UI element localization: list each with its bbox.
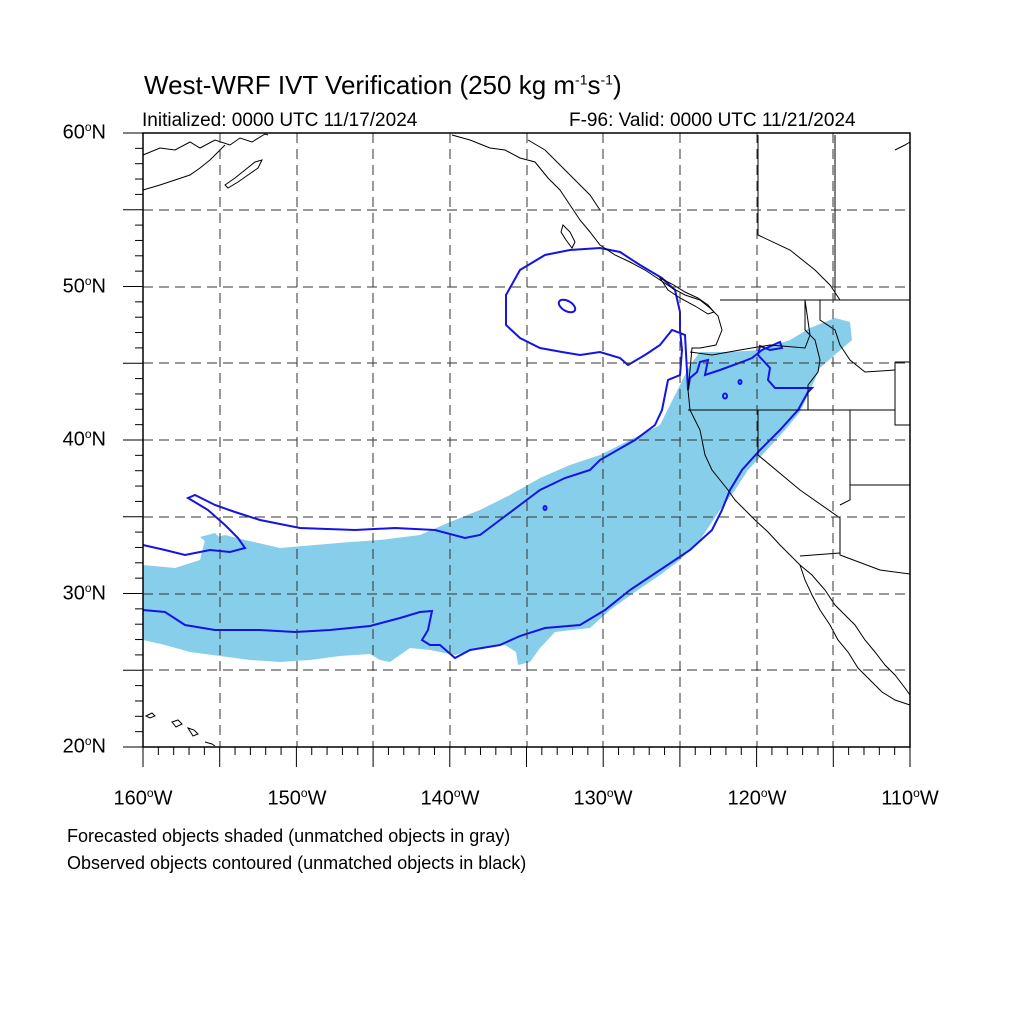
mexico-border <box>799 552 841 557</box>
arizona-border <box>839 518 911 575</box>
hawaii-islands <box>171 719 183 728</box>
lon-label-140w: 140oW <box>420 786 480 810</box>
bc-coastline <box>451 134 911 696</box>
lat-label-50: 50oN <box>62 274 106 298</box>
observed-ivt-dot <box>722 392 728 400</box>
axis-ticks <box>123 132 911 767</box>
haida-gwaii <box>560 224 576 249</box>
grid-lines <box>143 133 910 747</box>
lat-label-40: 40oN <box>62 427 106 451</box>
montana-border <box>894 361 911 426</box>
nevada-border <box>757 410 841 519</box>
observed-ivt-dot <box>542 505 548 511</box>
init-time-label: Initialized: 0000 UTC 11/17/2024 <box>142 110 418 131</box>
coastline-ne <box>894 141 911 151</box>
forecast-ivt-object <box>143 318 852 665</box>
map-title: West-WRF IVT Verification (250 kg m-1s-1… <box>144 70 622 100</box>
footnote-observed: Observed objects contoured (unmatched ob… <box>67 853 527 873</box>
forecast-ivt-fragment <box>200 533 222 545</box>
coastline-layer <box>142 133 911 747</box>
lat-label-20: 20oN <box>62 734 106 758</box>
observed-ivt-dot <box>737 379 743 385</box>
alaska-canada-border <box>527 139 601 211</box>
alaska-peninsula <box>224 159 263 189</box>
footnote-forecast: Forecasted objects shaded (unmatched obj… <box>67 826 511 846</box>
lon-label-130w: 130oW <box>573 786 633 810</box>
alaska-coastline <box>142 144 226 191</box>
lat-label-30: 30oN <box>62 581 106 605</box>
idaho-border <box>804 300 821 410</box>
vancouver-island <box>658 276 715 315</box>
lon-label-110w: 110oW <box>881 786 939 810</box>
lat-label-60: 60oN <box>62 120 106 144</box>
observed-ivt-object-main <box>142 246 815 660</box>
hawaii-islands <box>186 727 199 737</box>
alaska-coastline <box>142 133 269 156</box>
valid-time-label: F-96: Valid: 0000 UTC 11/21/2024 <box>569 110 856 131</box>
canada-interior-line <box>757 135 841 301</box>
hawaii-islands <box>204 741 216 747</box>
hawaii-islands <box>144 712 156 719</box>
observed-ivt-contours <box>142 246 815 660</box>
lon-label-120w: 120oW <box>727 786 787 810</box>
idaho-montana-border <box>819 300 896 373</box>
observed-ivt-ring <box>557 298 577 314</box>
lon-label-160w: 160oW <box>113 786 173 810</box>
lon-label-150w: 150oW <box>267 786 327 810</box>
utah-border <box>808 409 851 506</box>
baja-coastline <box>799 564 911 706</box>
